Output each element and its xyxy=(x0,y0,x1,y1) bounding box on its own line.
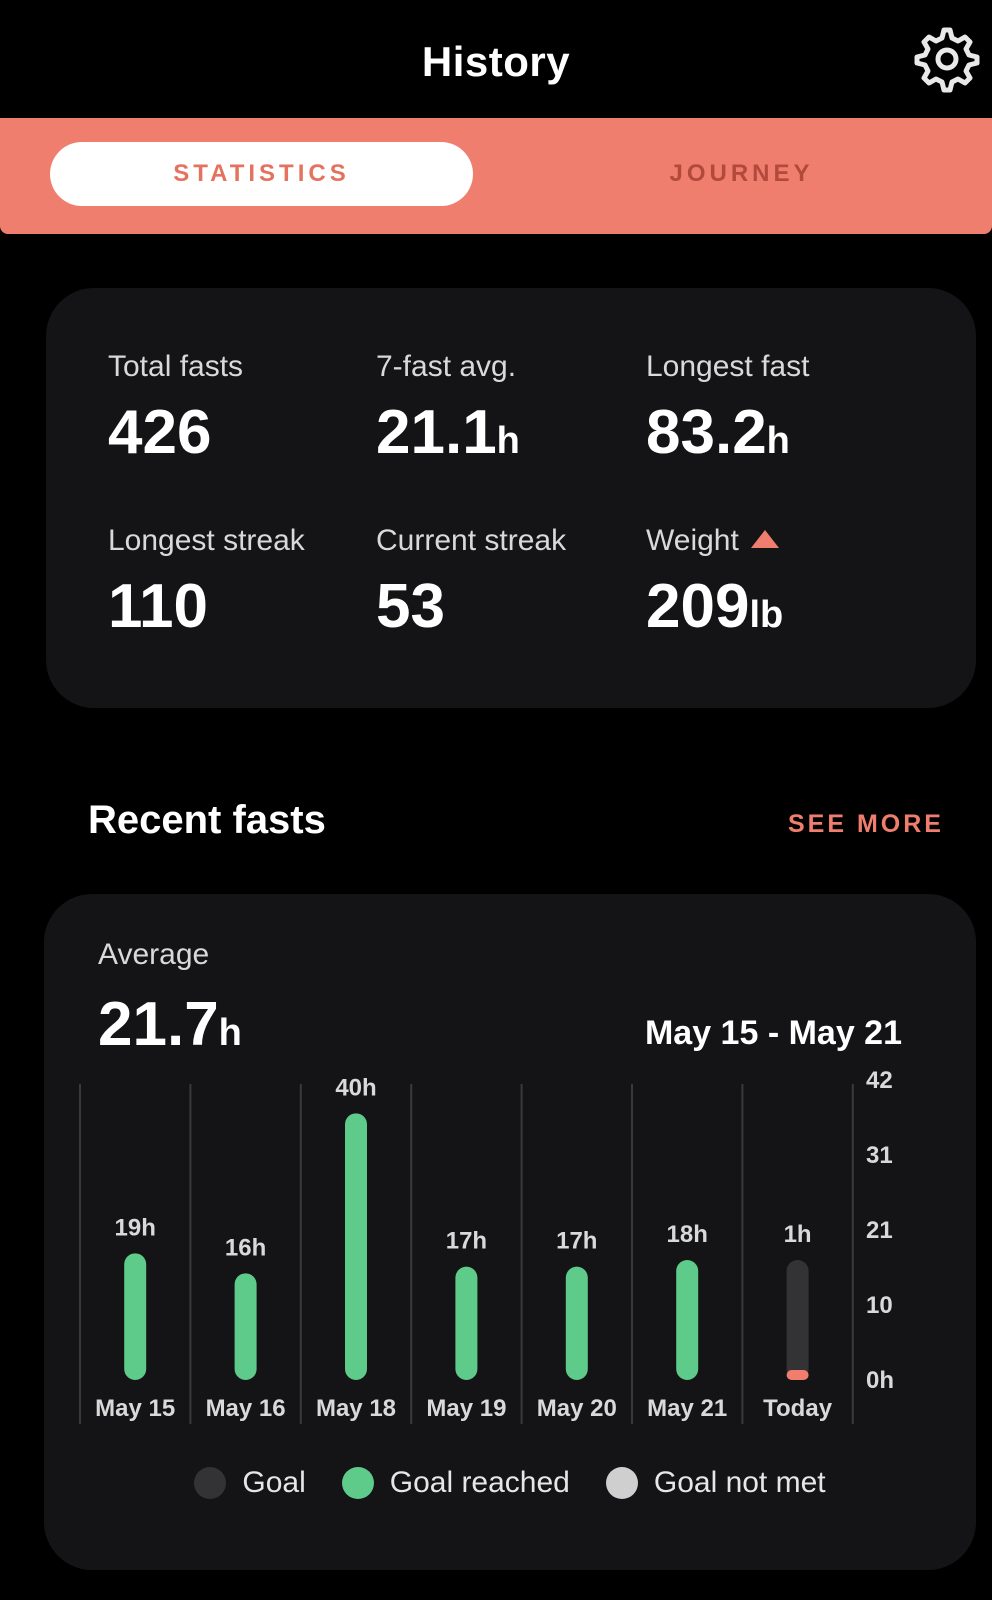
x-tick-label: May 20 xyxy=(537,1395,617,1422)
stat-value: 209lb xyxy=(646,572,784,641)
fast-bar xyxy=(676,1260,699,1380)
fast-bar xyxy=(234,1273,257,1380)
average-label: Average xyxy=(98,938,210,971)
stat-current-streak: Current streak 53 xyxy=(376,524,566,638)
stat-weight[interactable]: Weight 209lb xyxy=(646,524,783,638)
stat-longest-streak: Longest streak 110 xyxy=(108,524,305,638)
stat-label: Current streak xyxy=(376,524,567,557)
stat-value: 110 xyxy=(108,572,209,641)
y-tick-label: 10 xyxy=(866,1292,893,1319)
stat-value: 83.2h xyxy=(646,398,790,467)
bar-value-label: 16h xyxy=(225,1234,266,1261)
stat-value: 21.1h xyxy=(376,398,520,467)
triangle-up-icon xyxy=(750,530,779,548)
page-title: History xyxy=(421,38,571,85)
fast-bar xyxy=(124,1253,147,1380)
x-tick-label: May 16 xyxy=(206,1395,286,1422)
fast-bar xyxy=(565,1266,588,1380)
x-tick-label: Today xyxy=(763,1395,833,1422)
tab-statistics-label: STATISTICS xyxy=(173,160,350,187)
recent-fasts-title: Recent fasts xyxy=(88,798,326,842)
stat-label: 7-fast avg. xyxy=(376,350,517,383)
stats-card: Total fasts 426 7-fast avg. 21.1h Longes… xyxy=(46,288,976,708)
x-tick-label: May 18 xyxy=(316,1395,396,1422)
legend-dot xyxy=(605,1467,638,1499)
y-tick-label: 21 xyxy=(866,1217,893,1244)
legend-goal: Goal xyxy=(194,1466,306,1500)
stat-seven-fast-avg: 7-fast avg. 21.1h xyxy=(376,350,520,464)
goal-bar xyxy=(786,1260,809,1380)
date-range[interactable]: May 15 - May 21 xyxy=(644,1014,902,1052)
tab-journey-label: JOURNEY xyxy=(669,160,814,187)
x-tick-label: May 21 xyxy=(647,1395,727,1422)
app-header: History xyxy=(0,0,992,120)
see-more-button[interactable]: SEE MORE xyxy=(788,810,944,838)
fast-bar xyxy=(455,1266,478,1380)
y-tick-label: 0h xyxy=(866,1367,894,1394)
bar-value-label: 18h xyxy=(667,1221,708,1248)
legend-goal-reached: Goal reached xyxy=(341,1466,570,1500)
stat-value: 426 xyxy=(108,398,212,467)
stat-total-fasts: Total fasts 426 xyxy=(108,350,243,464)
fast-bar xyxy=(786,1370,809,1380)
x-tick-label: May 15 xyxy=(95,1395,175,1422)
tab-statistics[interactable]: STATISTICS xyxy=(50,142,473,206)
recent-fasts-card: Average 21.7h May 15 - May 21 19h May 15 1… xyxy=(44,894,976,1570)
stat-label: Longest fast xyxy=(646,350,810,383)
recent-fasts-chart: 19h May 15 16h May 16 40h May 18 17h May 19 17h M… xyxy=(79,1067,894,1424)
bar-value-label: 19h xyxy=(115,1214,156,1241)
stat-value: 53 xyxy=(376,572,445,641)
bar-value-label: 17h xyxy=(446,1228,487,1255)
y-tick-label: 31 xyxy=(866,1142,893,1169)
average-value: 21.7h xyxy=(98,990,242,1059)
bar-value-label: 17h xyxy=(556,1228,597,1255)
tab-journey[interactable]: JOURNEY xyxy=(530,142,953,206)
legend-dot xyxy=(341,1467,374,1499)
gear-icon[interactable] xyxy=(912,24,982,94)
tab-bar: STATISTICS JOURNEY xyxy=(0,118,992,234)
bar-value-label: 1h xyxy=(784,1221,812,1248)
y-tick-label: 42 xyxy=(866,1067,893,1094)
fast-bar xyxy=(345,1113,367,1380)
x-tick-label: May 19 xyxy=(426,1395,506,1422)
stat-label: Weight xyxy=(646,524,783,558)
chart-legend: Goal Goal reached Goal not met xyxy=(44,1466,976,1500)
stat-label: Longest streak xyxy=(108,524,305,557)
stat-longest-fast: Longest fast 83.2h xyxy=(646,350,809,464)
stat-label: Total fasts xyxy=(108,350,244,383)
legend-dot xyxy=(194,1467,227,1499)
legend-goal-not-met: Goal not met xyxy=(605,1466,826,1500)
bar-value-label: 40h xyxy=(335,1074,376,1101)
